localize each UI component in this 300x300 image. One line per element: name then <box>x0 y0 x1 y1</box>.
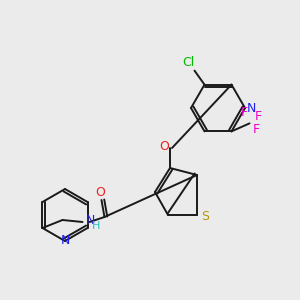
Text: F: F <box>255 110 262 123</box>
Text: N: N <box>85 214 95 227</box>
Text: S: S <box>201 211 209 224</box>
Text: H: H <box>92 221 100 231</box>
Text: O: O <box>159 140 169 152</box>
Text: F: F <box>253 123 260 136</box>
Text: N: N <box>246 101 256 115</box>
Text: N: N <box>60 235 70 248</box>
Text: O: O <box>95 187 105 200</box>
Text: F: F <box>241 106 248 119</box>
Text: Cl: Cl <box>182 56 195 69</box>
